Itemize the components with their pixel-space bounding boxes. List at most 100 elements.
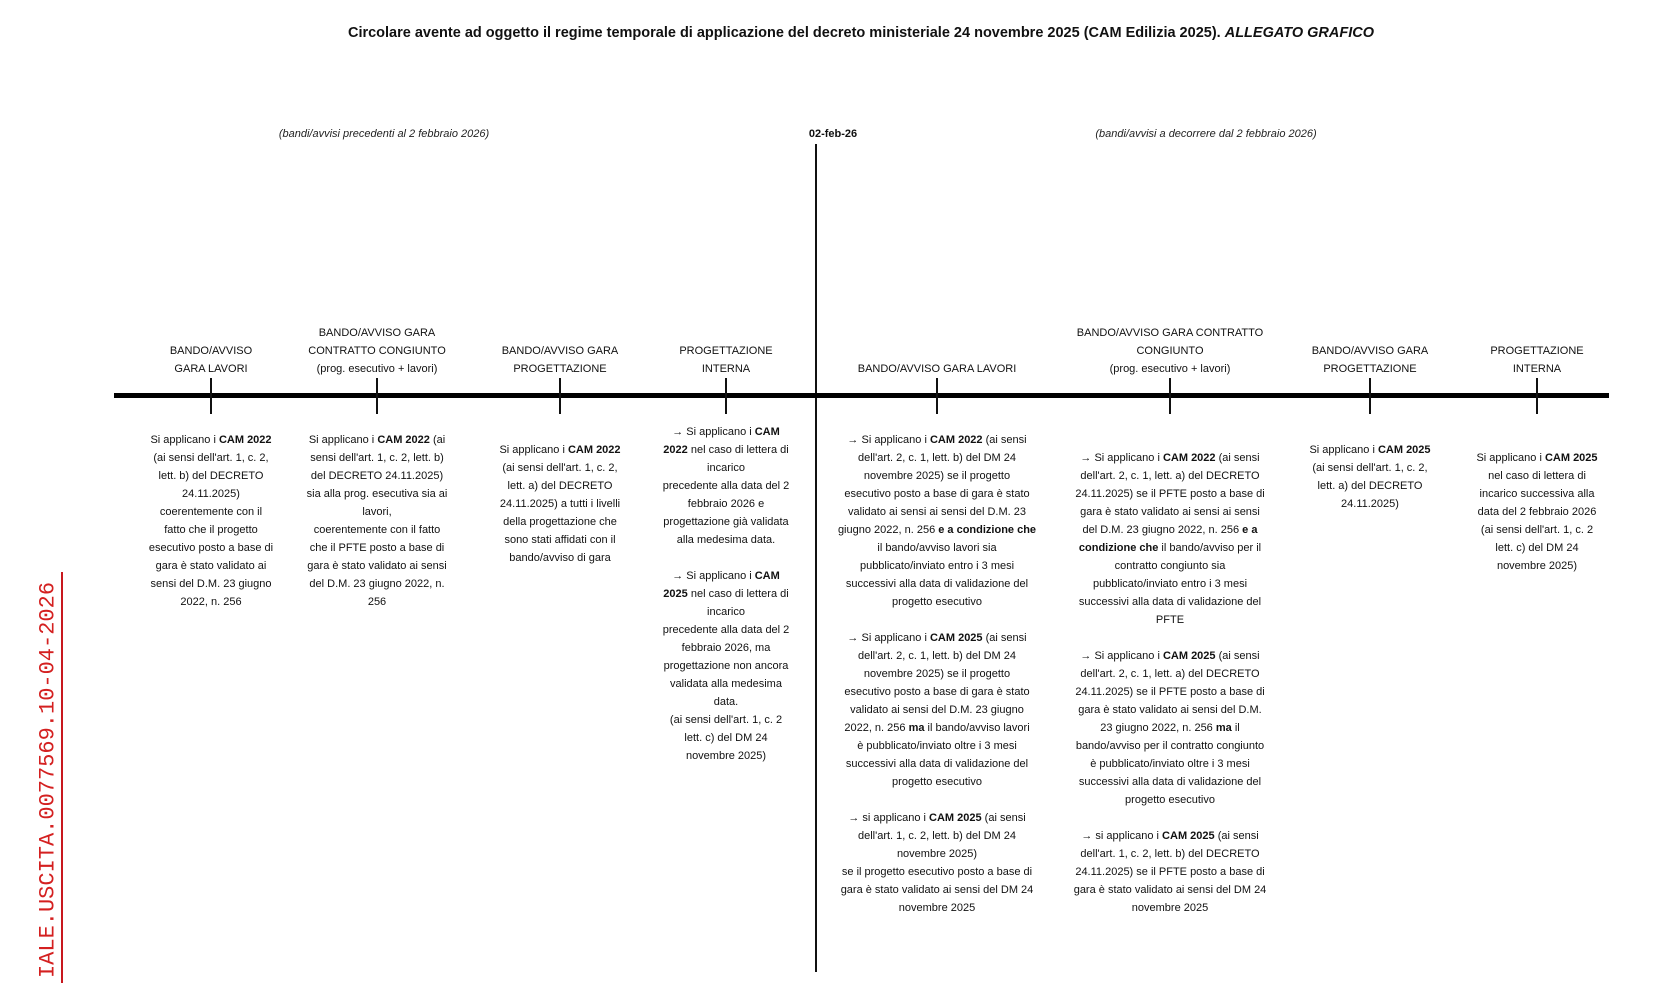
text-line: 2022 nel caso di lettera di: [663, 441, 790, 459]
text-run: → Si applicano i: [847, 434, 930, 446]
timeline-tick: [725, 378, 727, 414]
text-line: dell'art. 2, c. 1, lett. a) del DECRETO: [1074, 467, 1267, 485]
text-run: (ai sensi: [981, 812, 1026, 824]
text-run: lett. c) del DM 24: [684, 732, 768, 744]
text-line: incarico: [663, 459, 790, 477]
text-line: coerentemente con il fatto: [307, 521, 448, 539]
text-run: → si applicano i: [848, 812, 930, 824]
text-run: coerentemente con il fatto: [313, 524, 441, 536]
text-run: dell'art. 2, c. 1, lett. a) del DECRETO: [1080, 470, 1260, 482]
text-run: dell'art. 1, c. 2, lett. b) del DECRETO: [1080, 848, 1260, 860]
text-line: lavori,: [307, 503, 448, 521]
text-run: 2022, n. 256: [844, 722, 909, 734]
text-run: gara è stato validato ai sensi del DM 24: [840, 884, 1034, 896]
text-line: → Si applicano i CAM 2022 (ai sensi: [838, 431, 1036, 449]
text-line: bando/avviso per il contratto congiunto: [1074, 737, 1267, 755]
text-line: del D.M. 23 giugno 2022, n. 256 e a: [1074, 521, 1267, 539]
text-run: gara è stato validato ai: [155, 560, 267, 572]
text-line: contratto congiunto sia: [1074, 557, 1267, 575]
text-run: novembre 2025: [1131, 902, 1209, 914]
text-line: del DECRETO 24.11.2025): [307, 467, 448, 485]
text-run: bando/avviso per il contratto congiunto: [1075, 740, 1265, 752]
text-line: successivi alla data di validazione del: [1074, 773, 1267, 791]
bold-text: ma: [908, 722, 925, 734]
text-line: 24.11.2025) se il PFTE posto a base di: [1074, 485, 1267, 503]
text-run: validata alla medesima: [670, 678, 782, 690]
text-line: lett. b) del DECRETO: [149, 467, 273, 485]
text-run: → Si applicano i: [1080, 452, 1163, 464]
text-run: dell'art. 2, c. 1, lett. a) del DECRETO: [1080, 668, 1260, 680]
bold-text: 2025: [663, 588, 688, 600]
text-line: novembre 2025) se il progetto: [838, 467, 1036, 485]
text-run: (ai sensi dell'art. 1, c. 2,: [502, 462, 618, 474]
text-line: novembre 2025: [838, 899, 1036, 917]
text-run: 24.11.2025): [1341, 498, 1399, 510]
bold-text: CAM 2022: [218, 434, 272, 446]
text-line: incarico successiva alla: [1476, 485, 1597, 503]
text-run: PFTE: [1155, 614, 1185, 626]
text-run: → Si applicano i: [672, 426, 755, 438]
text-line: Si applicano i CAM 2025: [1476, 449, 1597, 467]
text-line: fatto che il progetto: [149, 521, 273, 539]
text-run: 24.11.2025) a tutti i livelli: [499, 498, 621, 510]
text-run: del DECRETO 24.11.2025): [310, 470, 444, 482]
text-run: della progettazione che: [503, 516, 617, 528]
text-line: 2025 nel caso di lettera di: [663, 585, 790, 603]
text-run: bando/avviso di gara: [509, 552, 611, 564]
text-line: è pubblicato/inviato oltre i 3 mesi: [1074, 755, 1267, 773]
text-line: pubblicato/inviato entro i 3 mesi: [1074, 575, 1267, 593]
text-line: del D.M. 23 giugno 2022, n.: [307, 575, 448, 593]
text-run: validato ai sensi ai sensi del D.M. 23: [848, 506, 1026, 518]
text-run: lett. a) del DECRETO: [1317, 480, 1423, 492]
text-line: lett. c) del DM 24: [663, 729, 790, 747]
text-line: 24.11.2025) se il PFTE posto a base di: [1074, 863, 1267, 881]
text-run: → Si applicano i: [672, 570, 755, 582]
column-rule-text: → Si applicano i CAM 2022 (ai sensi dell'…: [838, 431, 1036, 917]
text-line: febbraio 2026, ma: [663, 639, 790, 657]
text-run: 24.11.2025) se il PFTE posto a base di: [1075, 866, 1265, 878]
text-run: contratto congiunto sia: [1114, 560, 1226, 572]
text-run: (ai sensi: [982, 434, 1027, 446]
text-run: precedente alla data del 2: [662, 624, 790, 636]
document-title: Circolare avente ad oggetto il regime te…: [0, 25, 1663, 41]
bold-text: CAM 2022: [1162, 452, 1216, 464]
text-line: dell'art. 2, c. 1, lett. b) del DM 24: [838, 647, 1036, 665]
text-run: progettazione non ancora: [663, 660, 789, 672]
text-line: successivi alla data di validazione del: [838, 755, 1036, 773]
text-line: è pubblicato/inviato oltre i 3 mesi: [838, 737, 1036, 755]
text-line: 2022, n. 256: [149, 593, 273, 611]
rule-paragraph: → Si applicano i CAM 2022 nel caso di let…: [663, 423, 790, 549]
text-run: successivi alla data di validazione del: [1078, 596, 1262, 608]
text-line: condizione che il bando/avviso per il: [1074, 539, 1267, 557]
text-line: validata alla medesima: [663, 675, 790, 693]
timeline-tick: [936, 378, 938, 414]
text-run: 23 giugno 2022, n. 256: [1100, 722, 1216, 734]
title-italic: ALLEGATO GRAFICO: [1224, 25, 1375, 41]
text-line: precedente alla data del 2: [663, 477, 790, 495]
text-run: novembre 2025): [896, 848, 978, 860]
text-run: (ai sensi dell'art. 1, c. 2: [669, 714, 783, 726]
bold-text: CAM 2025: [929, 812, 982, 824]
text-line: progettazione non ancora: [663, 657, 790, 675]
text-run: il bando/avviso lavori sia: [877, 542, 997, 554]
text-run: 24.11.2025): [182, 488, 240, 500]
column-header: PROGETTAZIONE INTERNA: [679, 345, 773, 375]
text-run: Si applicano i: [308, 434, 378, 446]
text-run: novembre 2025): [685, 750, 767, 762]
text-run: gara è stato validato ai sensi ai sensi: [1080, 506, 1260, 518]
text-run: dell'art. 2, c. 1, lett. b) del DM 24: [857, 452, 1016, 464]
rule-paragraph: Si applicano i CAM 2022 (ai sensi dell'ar…: [307, 431, 448, 611]
text-run: 2022, n. 256: [180, 596, 242, 608]
text-line: della progettazione che: [499, 513, 620, 531]
text-line: validato ai sensi ai sensi del D.M. 23: [838, 503, 1036, 521]
text-line: validato ai sensi del D.M. 23 giugno: [838, 701, 1036, 719]
bold-text: CAM 2025: [1162, 650, 1216, 662]
column-header: BANDO/AVVISO GARA PROGETTAZIONE: [1311, 345, 1429, 375]
text-run: data.: [713, 696, 739, 708]
text-run: incarico: [707, 462, 745, 474]
text-line: (ai sensi dell'art. 1, c. 2: [1476, 521, 1597, 539]
text-run: progetto esecutivo: [1125, 794, 1215, 806]
text-line: 256: [307, 593, 448, 611]
text-run: esecutivo posto a base di gara è stato: [844, 488, 1030, 500]
text-run: febbraio 2026, ma: [681, 642, 771, 654]
